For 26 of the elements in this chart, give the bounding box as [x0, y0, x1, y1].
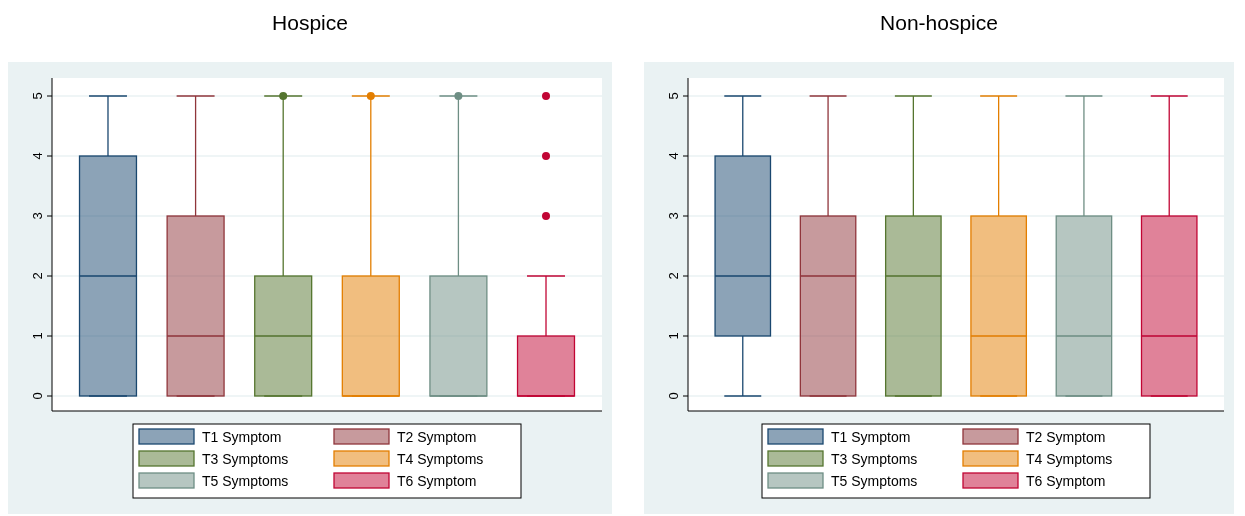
- y-tick-label: 2: [30, 272, 45, 280]
- y-tick-label: 4: [666, 152, 681, 160]
- y-tick-label: 3: [666, 212, 681, 220]
- legend-label: T6 Symptom: [397, 473, 477, 489]
- legend-label: T1 Symptom: [831, 429, 911, 445]
- legend-label: T4 Symptoms: [397, 451, 484, 467]
- legend-label: T3 Symptoms: [202, 451, 289, 467]
- y-tick-label: 0: [666, 392, 681, 400]
- legend-label: T3 Symptoms: [831, 451, 918, 467]
- chart-title: Non-hospice: [880, 11, 998, 34]
- legend-label: T4 Symptoms: [1026, 451, 1113, 467]
- y-tick-label: 4: [30, 152, 45, 160]
- legend-label: T6 Symptom: [1026, 473, 1106, 489]
- legend-label: T5 Symptoms: [831, 473, 918, 489]
- legend-label: T5 Symptoms: [202, 473, 289, 489]
- legend-label: T1 Symptom: [202, 429, 282, 445]
- y-tick-label: 5: [666, 92, 681, 100]
- y-tick-label: 1: [666, 332, 681, 340]
- y-tick-label: 2: [666, 272, 681, 280]
- chart-title: Hospice: [272, 11, 348, 34]
- legend-label: T2 Symptom: [397, 429, 477, 445]
- y-tick-label: 3: [30, 212, 45, 220]
- y-tick-label: 1: [30, 332, 45, 340]
- y-tick-label: 5: [30, 92, 45, 100]
- legend-label: T2 Symptom: [1026, 429, 1106, 445]
- y-tick-label: 0: [30, 392, 45, 400]
